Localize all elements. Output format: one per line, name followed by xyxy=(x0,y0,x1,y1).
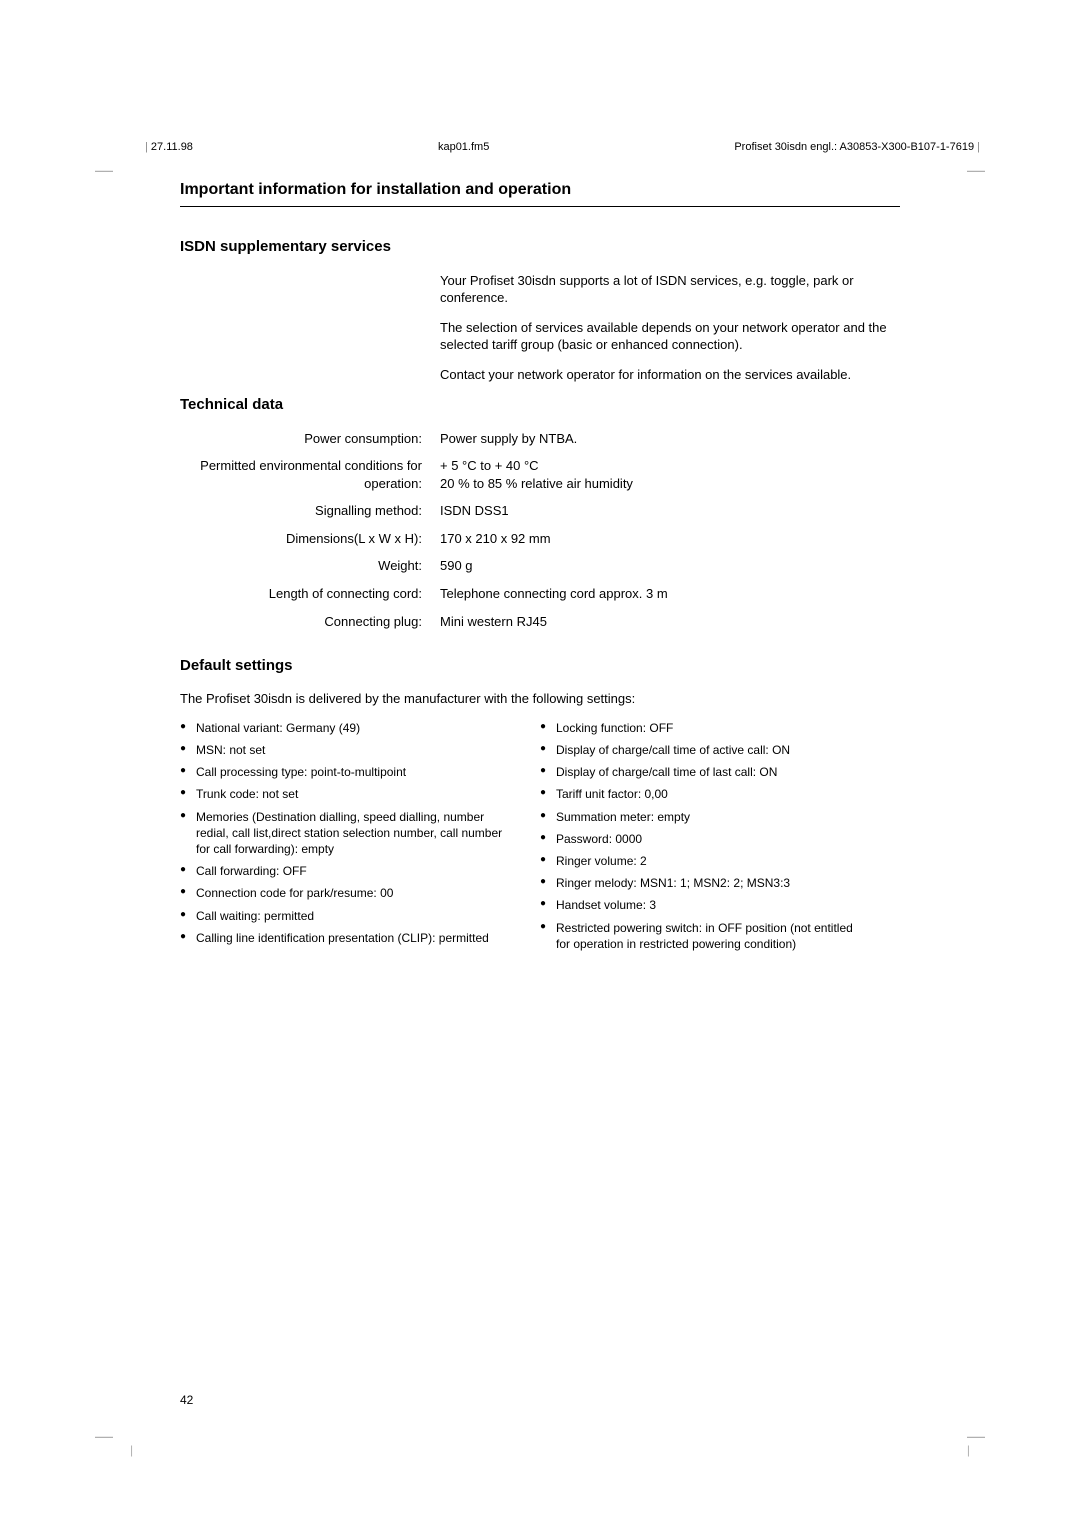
list-item: Password: 0000 xyxy=(540,831,870,847)
isdn-p2: The selection of services available depe… xyxy=(440,319,900,354)
header-file: kap01.fm5 xyxy=(438,140,489,155)
spec-plug-label: Connecting plug: xyxy=(180,613,440,631)
list-item: Calling line identification presentation… xyxy=(180,930,510,946)
spec-plug: Connecting plug: Mini western RJ45 xyxy=(180,613,900,631)
spec-dim-value: 170 x 210 x 92 mm xyxy=(440,530,900,548)
crop-mark-bl: — xyxy=(95,1424,113,1448)
spec-power-label: Power consumption: xyxy=(180,430,440,448)
spec-power-value: Power supply by NTBA. xyxy=(440,430,900,448)
list-item: Call waiting: permitted xyxy=(180,908,510,924)
list-item: Call processing type: point-to-multipoin… xyxy=(180,764,510,780)
crop-mark-tr: — xyxy=(967,158,985,182)
spec-dim: Dimensions(L x W x H): 170 x 210 x 92 mm xyxy=(180,530,900,548)
content-body: Important information for installation a… xyxy=(130,155,900,958)
title-rule xyxy=(180,206,900,207)
list-item: Ringer melody: MSN1: 1; MSN2: 2; MSN3:3 xyxy=(540,875,870,891)
header-doc: Profiset 30isdn engl.: A30853-X300-B107-… xyxy=(734,140,980,155)
spec-power: Power consumption: Power supply by NTBA. xyxy=(180,430,900,448)
isdn-p1: Your Profiset 30isdn supports a lot of I… xyxy=(440,272,900,307)
defaults-columns: National variant: Germany (49) MSN: not … xyxy=(180,720,900,958)
list-item: Call forwarding: OFF xyxy=(180,863,510,879)
page-title: Important information for installation a… xyxy=(180,179,900,201)
list-item: Ringer volume: 2 xyxy=(540,853,870,869)
spec-sig-value: ISDN DSS1 xyxy=(440,502,900,520)
list-item: Connection code for park/resume: 00 xyxy=(180,885,510,901)
list-item: Trunk code: not set xyxy=(180,786,510,802)
isdn-intro: Your Profiset 30isdn supports a lot of I… xyxy=(440,272,900,384)
spec-cord-value: Telephone connecting cord approx. 3 m xyxy=(440,585,900,603)
defaults-right-list: Locking function: OFF Display of charge/… xyxy=(540,720,870,958)
spec-env: Permitted environmental conditions for o… xyxy=(180,457,900,492)
spec-cord: Length of connecting cord: Telephone con… xyxy=(180,585,900,603)
spec-weight: Weight: 590 g xyxy=(180,557,900,575)
spec-sig: Signalling method: ISDN DSS1 xyxy=(180,502,900,520)
list-item: MSN: not set xyxy=(180,742,510,758)
spec-env-label: Permitted environmental conditions for o… xyxy=(180,457,440,492)
footer-tick-right: | xyxy=(967,1442,970,1458)
list-item: Locking function: OFF xyxy=(540,720,870,736)
defaults-left-list: National variant: Germany (49) MSN: not … xyxy=(180,720,510,958)
isdn-heading: ISDN supplementary services xyxy=(180,237,900,257)
list-item: Handset volume: 3 xyxy=(540,897,870,913)
spec-sig-label: Signalling method: xyxy=(180,502,440,520)
header-date: | 27.11.98 xyxy=(145,140,193,155)
list-item: Display of charge/call time of last call… xyxy=(540,764,870,780)
spec-cord-label: Length of connecting cord: xyxy=(180,585,440,603)
spec-weight-label: Weight: xyxy=(180,557,440,575)
spec-plug-value: Mini western RJ45 xyxy=(440,613,900,631)
isdn-p3: Contact your network operator for inform… xyxy=(440,366,900,384)
list-item: Summation meter: empty xyxy=(540,809,870,825)
spec-env-line1: + 5 °C to + 40 °C xyxy=(440,457,900,475)
list-item: Tariff unit factor: 0,00 xyxy=(540,786,870,802)
defaults-intro: The Profiset 30isdn is delivered by the … xyxy=(180,690,900,708)
footer-tick-left: | xyxy=(130,1442,133,1458)
defaults-heading: Default settings xyxy=(180,656,900,676)
spec-weight-value: 590 g xyxy=(440,557,900,575)
list-item: Restricted powering switch: in OFF posit… xyxy=(540,920,870,952)
list-item: National variant: Germany (49) xyxy=(180,720,510,736)
tech-heading: Technical data xyxy=(180,395,900,415)
page-header: | 27.11.98 kap01.fm5 Profiset 30isdn eng… xyxy=(130,140,985,155)
spec-env-line2: 20 % to 85 % relative air humidity xyxy=(440,475,900,493)
spec-dim-label: Dimensions(L x W x H): xyxy=(180,530,440,548)
spec-env-value: + 5 °C to + 40 °C 20 % to 85 % relative … xyxy=(440,457,900,492)
list-item: Display of charge/call time of active ca… xyxy=(540,742,870,758)
page-number: 42 xyxy=(180,1392,193,1408)
crop-mark-tl: — xyxy=(95,158,113,182)
list-item: Memories (Destination dialling, speed di… xyxy=(180,809,510,858)
page: — — — — | 27.11.98 kap01.fm5 Profiset 30… xyxy=(0,0,1080,1528)
